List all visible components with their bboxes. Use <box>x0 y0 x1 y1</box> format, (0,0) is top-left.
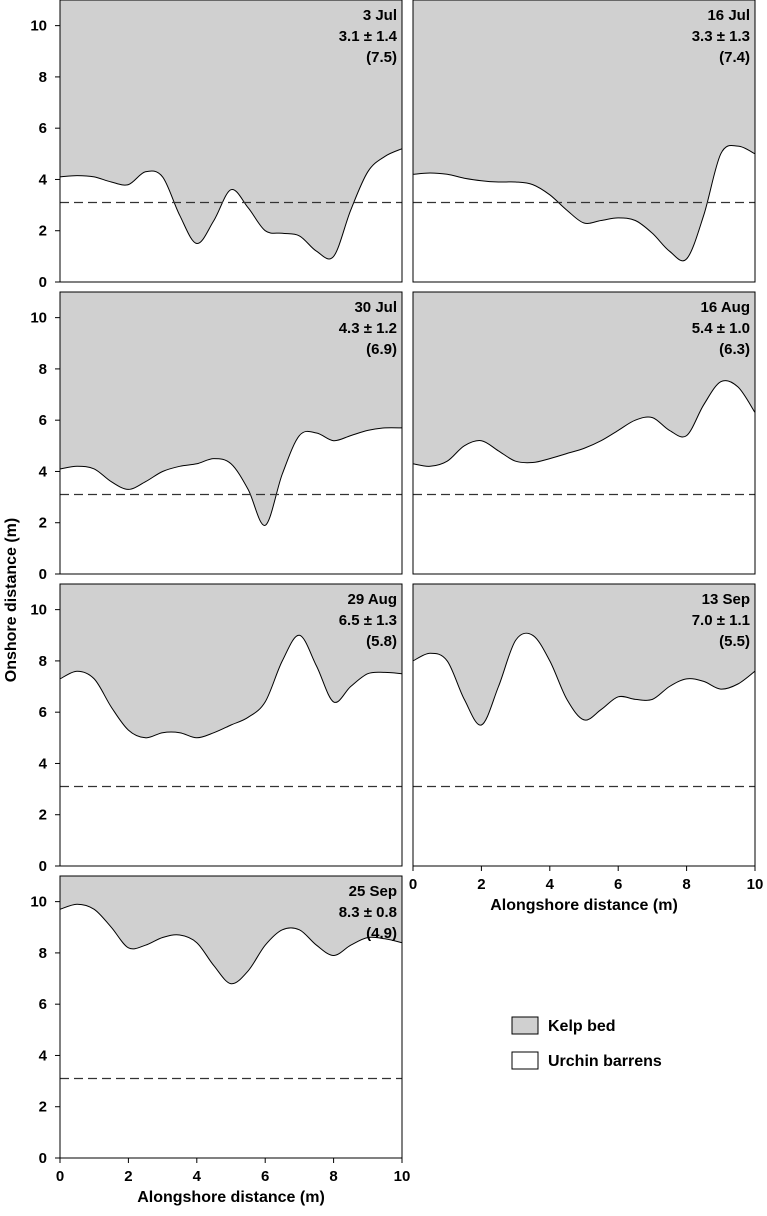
y-tick-label: 10 <box>30 310 47 327</box>
x-tick-label: 8 <box>329 1168 337 1185</box>
kelp-edge-line <box>59 427 403 526</box>
panel-date-label: 3 Jul <box>363 7 397 24</box>
y-tick-label: 0 <box>39 566 47 583</box>
panel-stat-label: 3.3 ± 1.3 <box>692 28 750 45</box>
x-tick-label: 8 <box>682 876 690 893</box>
x-tick-label: 4 <box>193 1168 202 1185</box>
y-tick-label: 6 <box>39 412 47 429</box>
x-tick-label: 10 <box>747 876 764 893</box>
panel-frame <box>59 583 403 867</box>
x-tick-label: 6 <box>261 1168 269 1185</box>
y-tick-label: 6 <box>39 704 47 721</box>
x-tick-label: 0 <box>409 876 417 893</box>
y-tick-label: 2 <box>39 515 47 532</box>
panel-frame <box>412 291 756 575</box>
x-tick-label: 0 <box>56 1168 64 1185</box>
y-tick-label: 10 <box>30 602 47 619</box>
y-tick-label: 4 <box>39 171 48 188</box>
y-tick-label: 2 <box>39 223 47 240</box>
y-tick-label: 2 <box>39 1099 47 1116</box>
panel-stat-label: 6.5 ± 1.3 <box>339 612 397 629</box>
panel-30-jul: 0 2 4 6 8 10 30 Jul 4.3 ± 1.2 (6.9) <box>30 291 403 583</box>
y-tick-label: 8 <box>39 361 47 378</box>
panel-16-aug: 16 Aug 5.4 ± 1.0 (6.3) <box>412 291 756 575</box>
x-tick-label: 4 <box>546 876 555 893</box>
panel-date-label: 13 Sep <box>702 591 750 608</box>
legend-kelp-swatch <box>511 1016 539 1035</box>
x-tick-label: 6 <box>614 876 622 893</box>
y-tick-label: 8 <box>39 945 47 962</box>
y-tick-label: 6 <box>39 120 47 137</box>
panel-paren-label: (5.5) <box>719 633 750 650</box>
panel-stat-label: 8.3 ± 0.8 <box>339 904 397 921</box>
kelp-edge-line <box>412 380 756 467</box>
y-tick-label: 8 <box>39 653 47 670</box>
kelp-edge-line <box>412 145 756 262</box>
panel-date-label: 16 Aug <box>701 299 750 316</box>
kelp-edge-line <box>59 634 403 739</box>
panel-frame <box>59 291 403 575</box>
kelp-edge-line <box>59 903 403 985</box>
panel-paren-label: (7.5) <box>366 49 397 66</box>
urchin-barrens-area <box>413 633 755 866</box>
legend-kelp-label: Kelp bed <box>548 1018 616 1035</box>
x-tick-label: 10 <box>394 1168 411 1185</box>
y-tick-label: 2 <box>39 807 47 824</box>
panel-paren-label: (6.9) <box>366 341 397 358</box>
y-tick-label: 0 <box>39 858 47 875</box>
y-tick-label: 4 <box>39 1047 48 1064</box>
panel-paren-label: (4.9) <box>366 925 397 942</box>
panels: 0 2 4 6 8 10 3 Jul 3.1 ± 1.4 (7.5) 16 Jul 3.3 ± 1.… <box>30 0 763 1206</box>
urchin-barrens-area <box>413 380 755 574</box>
panel-16-jul: 16 Jul 3.3 ± 1.3 (7.4) <box>412 0 756 283</box>
urchin-barrens-area <box>60 148 402 282</box>
panel-stat-label: 7.0 ± 1.1 <box>692 612 750 629</box>
y-tick-label: 8 <box>39 69 47 86</box>
y-tick-label: 0 <box>39 274 47 291</box>
panel-frame <box>59 875 403 1159</box>
panel-3-jul: 0 2 4 6 8 10 3 Jul 3.1 ± 1.4 (7.5) <box>30 0 403 291</box>
legend: Kelp bed Urchin barrens <box>511 1016 662 1070</box>
panel-stat-label: 4.3 ± 1.2 <box>339 320 397 337</box>
y-tick-label: 0 <box>39 1150 47 1167</box>
panel-date-label: 25 Sep <box>349 883 397 900</box>
panel-frame <box>59 0 403 283</box>
urchin-barrens-area <box>60 635 402 866</box>
panel-frame <box>412 583 756 867</box>
urchin-barrens-area <box>413 145 755 282</box>
x-axis-title: Alongshore distance (m) <box>490 897 678 914</box>
panel-date-label: 16 Jul <box>707 7 750 24</box>
kelp-edge-line <box>412 632 756 726</box>
y-tick-label: 6 <box>39 996 47 1013</box>
panel-paren-label: (5.8) <box>366 633 397 650</box>
panel-frame <box>412 0 756 283</box>
y-tick-label: 10 <box>30 18 47 35</box>
panel-date-label: 29 Aug <box>348 591 397 608</box>
kelp-edge-line <box>59 148 403 260</box>
legend-urchin-label: Urchin barrens <box>548 1053 662 1070</box>
urchin-barrens-area <box>60 427 402 574</box>
legend-urchin-swatch <box>511 1051 539 1070</box>
panel-stat-label: 3.1 ± 1.4 <box>339 28 398 45</box>
x-axis-title: Alongshore distance (m) <box>137 1189 325 1206</box>
urchin-barrens-area <box>60 904 402 1158</box>
y-axis-title: Onshore distance (m) <box>3 518 20 682</box>
panel-stat-label: 5.4 ± 1.0 <box>692 320 750 337</box>
x-tick-label: 2 <box>477 876 485 893</box>
panel-paren-label: (6.3) <box>719 341 750 358</box>
panel-13-sep: 0 2 4 6 8 10 Alongshore distance (m) 13 Sep 7.0 … <box>409 583 764 914</box>
y-tick-label: 4 <box>39 755 48 772</box>
panel-paren-label: (7.4) <box>719 49 750 66</box>
y-tick-label: 10 <box>30 894 47 911</box>
panel-29-aug: 0 2 4 6 8 10 29 Aug 6.5 ± 1.3 (5.8) <box>30 583 403 875</box>
panel-25-sep: 0 2 4 6 8 10 0 2 4 6 8 10 Alongshore distance (m) 25 … <box>30 875 411 1206</box>
y-tick-label: 4 <box>39 463 48 480</box>
panel-date-label: 30 Jul <box>354 299 397 316</box>
x-tick-label: 2 <box>124 1168 132 1185</box>
